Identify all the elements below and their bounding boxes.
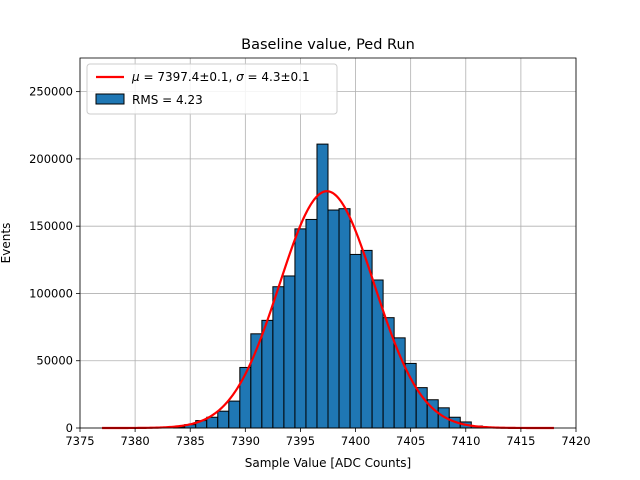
x-axis-ticks: 7375 7380 7385 7390 7395 7400 7405 7410 7415 7420 <box>65 428 591 448</box>
legend: μ = 7397.4±0.1, σ = 4.3±0.1 RMS = 4.23 <box>86 63 338 115</box>
x-tick-label: 7415 <box>506 434 535 448</box>
histogram-bar <box>338 208 351 429</box>
chart-title: Baseline value, Ped Run <box>241 37 415 53</box>
y-tick-label: 100000 <box>29 286 73 300</box>
histogram-bar <box>294 228 307 429</box>
x-tick-label: 7380 <box>120 434 149 448</box>
x-tick-label: 7410 <box>451 434 480 448</box>
y-tick-label: 250000 <box>29 85 73 99</box>
histogram-bar <box>316 143 329 429</box>
y-tick-label: 150000 <box>29 219 73 233</box>
histogram-bar <box>272 286 285 429</box>
legend-box <box>86 63 338 115</box>
legend-histogram-swatch <box>95 93 125 105</box>
plot-frame <box>79 57 577 429</box>
x-axis-label: Sample Value [ADC Counts] <box>245 456 411 470</box>
legend-sigma-text: = 4.3±0.1 <box>244 70 310 84</box>
y-axis-ticks: 0 50000 100000 150000 200000 250000 <box>29 85 80 435</box>
histogram-bar <box>415 387 428 429</box>
legend-mu-text: = 7397.4±0.1, <box>140 70 236 84</box>
x-tick-label: 7375 <box>65 434 94 448</box>
histogram-bar <box>360 249 373 429</box>
histogram-bar <box>349 253 362 429</box>
legend-histogram-label: RMS = 4.23 <box>132 93 203 107</box>
legend-sigma-symbol: σ <box>236 70 244 84</box>
histogram-bar <box>239 366 252 429</box>
x-tick-label: 7400 <box>341 434 370 448</box>
x-tick-label: 7390 <box>231 434 260 448</box>
histogram-bar <box>371 279 384 429</box>
legend-mu-symbol: μ <box>131 70 140 84</box>
histogram-bar <box>305 218 318 429</box>
histogram-bar <box>393 337 406 429</box>
histogram-bar <box>327 209 340 429</box>
histogram-bar <box>206 416 219 429</box>
histogram-bar <box>217 410 230 429</box>
fit-curve-group <box>102 190 554 430</box>
histogram-bar <box>261 319 274 429</box>
y-tick-label: 200000 <box>29 152 73 166</box>
gaussian-fit-curve <box>102 190 554 430</box>
legend-fit-label: μ = 7397.4±0.1, σ = 4.3±0.1 <box>131 70 310 84</box>
y-tick-label: 50000 <box>36 354 73 368</box>
x-tick-label: 7420 <box>561 434 590 448</box>
histogram-bars <box>173 143 494 429</box>
y-axis-label: Events <box>0 223 13 264</box>
x-tick-label: 7395 <box>286 434 315 448</box>
x-tick-label: 7405 <box>396 434 425 448</box>
x-tick-label: 7385 <box>176 434 205 448</box>
y-tick-label: 0 <box>66 421 73 435</box>
histogram-bar <box>283 275 296 429</box>
histogram-bar <box>228 400 241 429</box>
